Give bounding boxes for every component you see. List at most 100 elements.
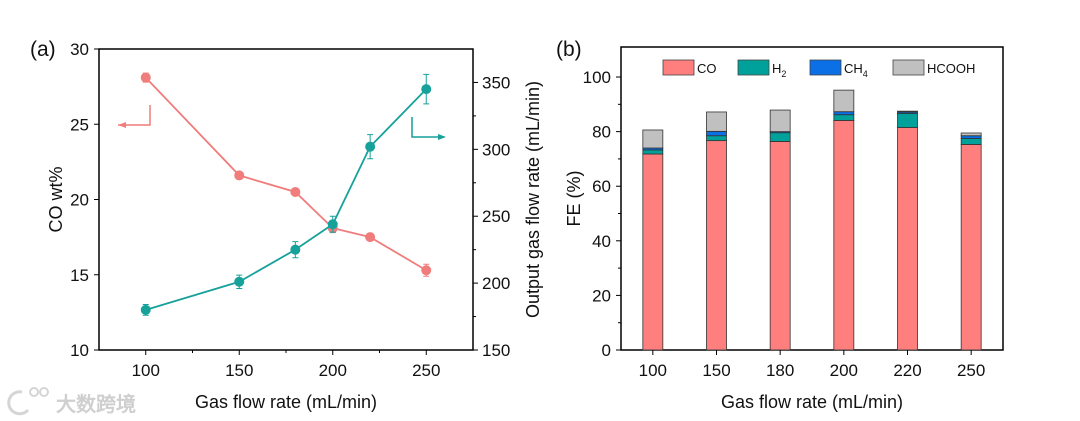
- legend-label-main: HCOOH: [927, 61, 975, 76]
- plot-frame-b: [620, 46, 1004, 351]
- x-tick-label-b: 250: [957, 361, 985, 380]
- y2-tick-label-a: 200: [482, 274, 510, 293]
- legend-label-co: CO: [697, 61, 717, 76]
- bar-stack-180: [769, 109, 791, 351]
- data-point: [365, 141, 376, 152]
- y2-tick-label-a: 300: [482, 140, 510, 159]
- right-arrow-head: [438, 134, 446, 140]
- y2-axis-title-a: Output gas flow rate (mL/min): [523, 81, 543, 318]
- y-tick-label-b: 80: [592, 123, 611, 142]
- plot-frame-a: [98, 48, 474, 351]
- watermark: 大数跨境: [7, 387, 136, 416]
- bar-hcooh: [960, 132, 982, 137]
- bar-hcooh: [706, 111, 727, 132]
- x-tick-label-b: 100: [639, 361, 667, 380]
- y-tick-label-a: 15: [70, 266, 89, 285]
- left-arrow-head: [118, 122, 126, 128]
- bar-stack-150: [706, 111, 727, 351]
- bar-h2: [897, 112, 918, 128]
- y2-tick-label-a: 250: [482, 207, 510, 226]
- y-tick-label-a: 30: [70, 40, 89, 59]
- x-axis-title-a: Gas flow rate (mL/min): [195, 392, 377, 412]
- data-point: [140, 72, 151, 83]
- y-tick-label-b: 20: [592, 286, 611, 305]
- y-axis-title-a: CO wt%: [46, 166, 66, 232]
- x-tick-label-a: 250: [412, 361, 440, 380]
- x-tick-label-b: 180: [766, 361, 794, 380]
- bar-ch4: [833, 111, 855, 116]
- legend-label-main: CH: [844, 61, 863, 76]
- data-point: [327, 219, 338, 230]
- bar-hcooh: [833, 89, 855, 113]
- data-point: [365, 232, 376, 243]
- bar-co: [960, 144, 982, 351]
- legend: CO H2 CH4 HCOOH: [662, 59, 975, 79]
- data-point: [290, 244, 301, 255]
- data-point: [234, 170, 245, 181]
- series-line: [145, 76, 427, 272]
- y2-tick-label-a: 150: [482, 341, 510, 360]
- bar-stack-220: [897, 110, 918, 351]
- watermark-logo-dot-icon: [39, 387, 49, 397]
- data-point: [421, 265, 432, 276]
- series-co-wt: [140, 72, 432, 277]
- data-point: [234, 276, 245, 287]
- watermark-logo-icon: [7, 390, 30, 416]
- series-line: [145, 88, 427, 311]
- bar-stack-100: [642, 129, 664, 351]
- bar-stack-200: [833, 89, 855, 351]
- bar-stack-250: [960, 132, 982, 351]
- y-tick-label-b: 60: [592, 177, 611, 196]
- y2-tick-label-a: 350: [482, 73, 510, 92]
- y-tick-label-b: 40: [592, 232, 611, 251]
- bar-hcooh: [769, 109, 791, 133]
- y-axis-title-b: FE (%): [564, 171, 584, 227]
- legend-swatch-h2: [737, 59, 770, 76]
- legend-label-subscript: 4: [863, 69, 868, 79]
- watermark-text: 大数跨境: [56, 392, 136, 416]
- y-tick-label-a: 10: [70, 341, 89, 360]
- bar-ch4: [706, 130, 727, 137]
- legend-swatch-hcooh: [892, 59, 925, 76]
- legend-swatch-co: [662, 59, 695, 76]
- legend-swatch-ch4: [809, 59, 842, 76]
- watermark-logo-dot-icon: [29, 387, 39, 397]
- legend-label-subscript: 2: [781, 69, 786, 79]
- data-point: [290, 186, 301, 197]
- legend-label-ch4: CH4: [844, 61, 868, 79]
- y-tick-label-a: 20: [70, 191, 89, 210]
- x-tick-label-a: 100: [132, 361, 160, 380]
- panel-label-a: (a): [30, 38, 56, 61]
- right-axis-arrow: [411, 117, 444, 138]
- bar-hcooh: [897, 110, 918, 113]
- x-tick-label-a: 150: [225, 361, 253, 380]
- bar-co: [642, 153, 664, 351]
- legend-label-h2: H2: [772, 61, 786, 79]
- legend-label-main: H: [772, 61, 781, 76]
- bar-co: [897, 127, 918, 351]
- bar-h2: [769, 132, 791, 142]
- y-tick-label-b: 100: [583, 68, 611, 87]
- bar-h2: [833, 114, 855, 121]
- x-tick-label-b: 150: [702, 361, 730, 380]
- legend-label-hcooh: HCOOH: [927, 61, 975, 76]
- x-tick-label-a: 200: [319, 361, 347, 380]
- data-point: [421, 84, 432, 95]
- y-tick-label-a: 25: [70, 115, 89, 134]
- bar-h2: [960, 138, 982, 145]
- panel-label-b: (b): [556, 38, 582, 61]
- bar-co: [833, 120, 855, 351]
- series-output-flow: [140, 73, 432, 316]
- x-tick-label-b: 220: [893, 361, 921, 380]
- x-axis-title-b: Gas flow rate (mL/min): [721, 392, 903, 412]
- bar-h2: [642, 149, 664, 155]
- bar-co: [769, 141, 791, 351]
- y-tick-label-b: 0: [602, 341, 611, 360]
- bar-ch4: [960, 135, 982, 139]
- left-axis-arrow: [118, 105, 151, 126]
- data-point: [140, 304, 151, 315]
- bar-hcooh: [642, 129, 664, 149]
- legend-label-main: CO: [697, 61, 717, 76]
- bar-h2: [706, 135, 727, 142]
